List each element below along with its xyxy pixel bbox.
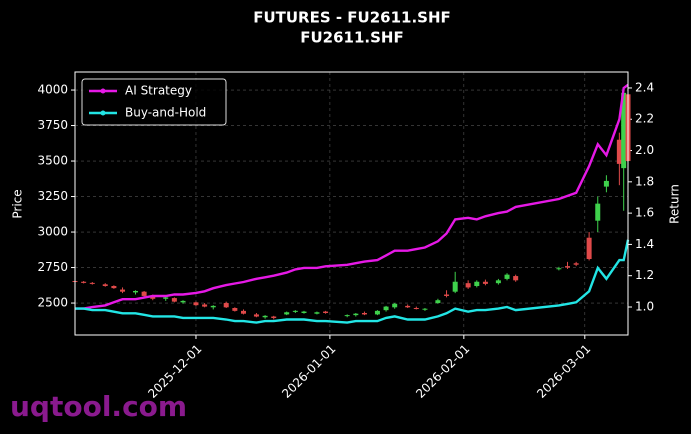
y2-tick-label: 2.4 <box>635 80 654 94</box>
candle-body <box>262 315 268 318</box>
candle-body <box>202 304 208 307</box>
candle-body <box>573 263 579 265</box>
candle-body <box>301 311 307 313</box>
line-series <box>75 83 629 310</box>
candle-body <box>405 305 411 308</box>
candle-body <box>392 303 398 308</box>
y-tick-label: 2750 <box>37 260 68 274</box>
candle-body <box>353 313 359 316</box>
y2-tick-label: 1.6 <box>635 206 654 220</box>
candle-body <box>595 203 601 221</box>
candle-body <box>314 312 320 314</box>
candle-body <box>180 300 186 303</box>
candle-body <box>193 302 199 306</box>
y2-tick-label: 1.0 <box>635 299 654 313</box>
y2-tick-label: 2.0 <box>635 143 654 157</box>
legend-label: Buy-and-Hold <box>125 106 206 120</box>
line-series <box>75 239 630 324</box>
candle-body <box>565 266 571 268</box>
legend-marker <box>100 110 106 116</box>
candle-body <box>435 300 441 304</box>
candle-body <box>284 312 290 315</box>
candle-body <box>586 237 592 260</box>
y2-tick-label: 2.2 <box>635 112 654 126</box>
candle-body <box>344 315 350 317</box>
candle-body <box>413 308 419 310</box>
y2-tick-label: 1.2 <box>635 268 654 282</box>
candle-body <box>603 180 609 187</box>
candle-body <box>616 139 622 164</box>
y2-axis-label: Return <box>668 184 682 224</box>
legend-box <box>81 78 227 126</box>
y2-tick-label: 1.8 <box>635 174 654 188</box>
y-tick-label: 3500 <box>37 154 68 168</box>
y-tick-label: 3000 <box>37 225 68 239</box>
candle-body <box>141 291 147 296</box>
legend-label: AI Strategy <box>125 84 192 98</box>
candle-body <box>465 283 471 288</box>
candle-body <box>271 316 277 318</box>
watermark: uqtool.com <box>10 390 187 423</box>
candle-body <box>444 294 450 296</box>
candle-body <box>132 290 138 293</box>
y2-tick-label: 1.4 <box>635 237 654 251</box>
x-tick-label: 2026-02-01 <box>413 342 472 401</box>
candle-body <box>323 311 329 313</box>
candle-body <box>474 281 480 287</box>
candle-body <box>495 280 501 284</box>
candle-body <box>171 298 177 302</box>
y-tick-label: 3750 <box>37 118 68 132</box>
candle-body <box>361 312 367 315</box>
candle-body <box>223 303 229 308</box>
candle-body <box>292 310 298 312</box>
candle-body <box>163 297 169 299</box>
candle-body <box>111 286 117 289</box>
candle-body <box>422 308 428 310</box>
candle-body <box>253 314 259 317</box>
candle-body <box>513 276 519 281</box>
y-tick-label: 2500 <box>37 296 68 310</box>
candle-body <box>210 305 216 308</box>
candle-body <box>556 268 562 270</box>
candle-body <box>102 284 108 287</box>
y-axis-label: Price <box>11 189 25 218</box>
y-tick-label: 3250 <box>37 189 68 203</box>
candle-body <box>81 281 87 283</box>
chart-title: FUTURES - FU2611.SHF <box>253 9 451 27</box>
candle-body <box>374 310 380 315</box>
candle-body <box>621 92 627 169</box>
candle-body <box>482 281 488 284</box>
y-tick-label: 4000 <box>37 83 68 97</box>
legend: AI Strategy Buy-and-Hold <box>81 78 227 126</box>
plot-frame <box>74 71 629 336</box>
candle-body <box>232 308 238 311</box>
legend-marker <box>100 88 106 94</box>
candle-body <box>504 274 510 279</box>
candle-body <box>240 310 246 314</box>
candle-body <box>383 306 389 311</box>
candle-body <box>452 281 458 292</box>
candle-body <box>89 282 95 284</box>
candle-body <box>150 295 156 299</box>
x-tick-label: 2026-01-01 <box>279 342 338 401</box>
chart-subtitle: FU2611.SHF <box>300 29 403 47</box>
x-tick-label: 2026-03-01 <box>534 342 593 401</box>
candle-body <box>120 289 126 292</box>
